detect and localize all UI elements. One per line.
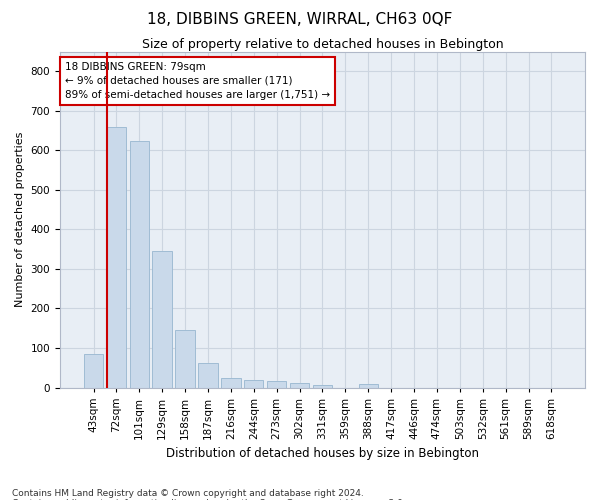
Text: 18, DIBBINS GREEN, WIRRAL, CH63 0QF: 18, DIBBINS GREEN, WIRRAL, CH63 0QF — [148, 12, 452, 28]
X-axis label: Distribution of detached houses by size in Bebington: Distribution of detached houses by size … — [166, 447, 479, 460]
Text: 18 DIBBINS GREEN: 79sqm
← 9% of detached houses are smaller (171)
89% of semi-de: 18 DIBBINS GREEN: 79sqm ← 9% of detached… — [65, 62, 330, 100]
Bar — [175, 330, 195, 388]
Bar — [267, 381, 286, 388]
Bar — [244, 380, 263, 388]
Bar — [359, 384, 378, 388]
Title: Size of property relative to detached houses in Bebington: Size of property relative to detached ho… — [142, 38, 503, 51]
Text: Contains HM Land Registry data © Crown copyright and database right 2024.: Contains HM Land Registry data © Crown c… — [12, 488, 364, 498]
Bar — [221, 378, 241, 388]
Text: Contains public sector information licensed under the Open Government Licence v3: Contains public sector information licen… — [12, 498, 406, 500]
Bar — [130, 140, 149, 388]
Bar — [290, 383, 309, 388]
Bar — [198, 363, 218, 388]
Bar — [84, 354, 103, 388]
Bar — [107, 126, 126, 388]
Y-axis label: Number of detached properties: Number of detached properties — [15, 132, 25, 308]
Bar — [313, 385, 332, 388]
Bar — [152, 251, 172, 388]
